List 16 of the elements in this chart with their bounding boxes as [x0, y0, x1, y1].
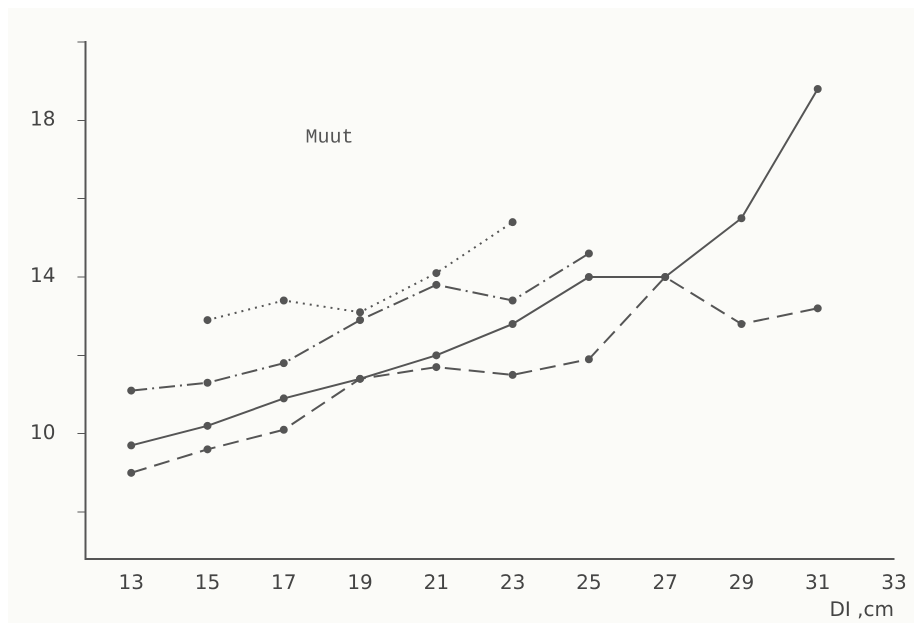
- annotation: Muut: [305, 126, 354, 150]
- y-tick-label: 14: [30, 263, 56, 288]
- x-tick-label: 23: [500, 570, 526, 594]
- x-tick-label: 31: [804, 570, 830, 594]
- x-tick-label: 15: [194, 570, 220, 594]
- x-tick-label: 27: [652, 570, 678, 594]
- x-tick-label: 17: [271, 570, 296, 594]
- y-tick-label: 18: [30, 106, 56, 131]
- x-tick-label: 29: [728, 570, 754, 594]
- y-tick-label: 10: [30, 420, 56, 444]
- x-tick-label: 21: [424, 570, 450, 594]
- x-axis-title: DI ,cm: [830, 597, 894, 622]
- x-tick-label: 33: [881, 570, 907, 594]
- x-tick-label: 13: [118, 570, 144, 594]
- x-tick-label: 25: [576, 570, 602, 594]
- x-tick-label: 19: [347, 570, 373, 594]
